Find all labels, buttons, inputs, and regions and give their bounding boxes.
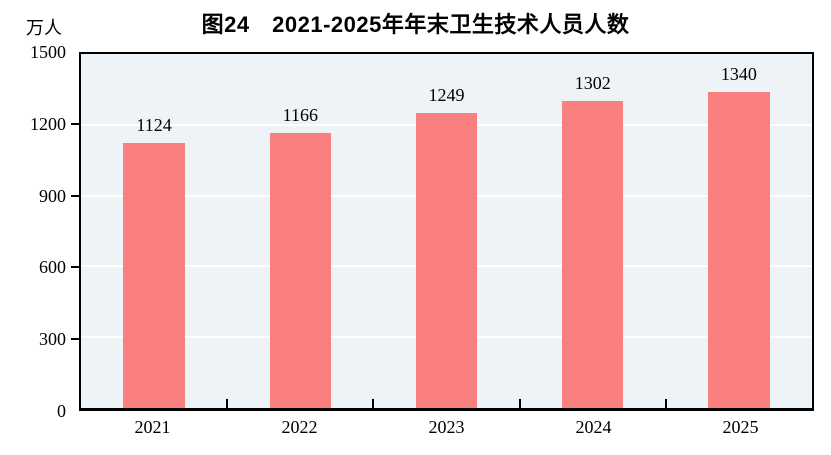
- bar-value-label-2021: 1124: [136, 114, 172, 135]
- x-axis-label-2025: 2025: [722, 417, 759, 437]
- y-tick-label-0: 0: [57, 401, 66, 421]
- y-tick-label-600: 600: [39, 257, 66, 278]
- x-axis-label-2024: 2024: [575, 417, 612, 437]
- x-boundary-tick-1: [226, 399, 229, 408]
- y-tick-mark-300: [71, 338, 79, 341]
- bar-2023: [415, 113, 478, 408]
- bar-2024: [561, 100, 624, 408]
- bar-value-label-2023: 1249: [428, 85, 465, 106]
- y-tick-mark-1200: [71, 122, 79, 125]
- x-boundary-tick-4: [664, 399, 667, 408]
- y-tick-mark-600: [71, 266, 79, 269]
- y-axis-unit-label: 万人: [26, 18, 62, 38]
- x-boundary-tick-3: [518, 399, 521, 408]
- plot-area: 1124 1166 1249 1302 1340: [79, 52, 814, 411]
- x-axis-label-2023: 2023: [428, 417, 465, 437]
- bar-value-label-2022: 1166: [282, 104, 318, 125]
- y-tick-label-300: 300: [39, 329, 66, 350]
- y-tick-label-1500: 1500: [30, 42, 66, 62]
- chart-title: 图24 2021-2025年年末卫生技术人员人数: [201, 12, 630, 37]
- y-tick-label-1200: 1200: [30, 113, 66, 134]
- x-axis-label-2022: 2022: [281, 417, 318, 437]
- bar-value-label-2024: 1302: [574, 72, 611, 93]
- x-boundary-tick-2: [372, 399, 375, 408]
- y-tick-label-900: 900: [39, 185, 66, 206]
- bar-value-label-2025: 1340: [720, 63, 757, 84]
- bar-2021: [123, 142, 185, 408]
- y-tick-mark-900: [71, 194, 79, 197]
- bar-2025: [708, 91, 770, 408]
- bar-2022: [269, 132, 331, 408]
- x-axis-label-2021: 2021: [134, 417, 171, 437]
